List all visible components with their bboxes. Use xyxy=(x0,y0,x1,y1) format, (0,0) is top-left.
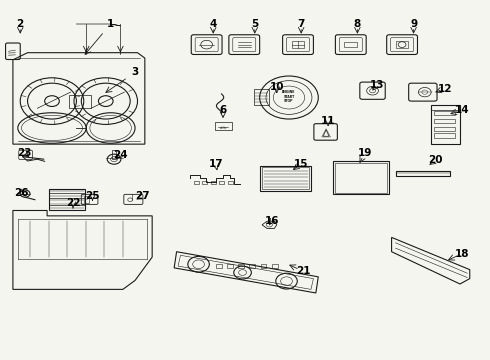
Text: 5: 5 xyxy=(251,19,258,29)
Text: 19: 19 xyxy=(358,148,372,158)
Bar xyxy=(261,264,267,268)
Text: 18: 18 xyxy=(455,248,470,258)
Bar xyxy=(333,161,389,194)
Bar xyxy=(262,167,309,189)
Bar xyxy=(434,127,455,131)
Bar xyxy=(202,181,207,184)
Text: 24: 24 xyxy=(113,150,128,160)
Bar xyxy=(396,171,450,176)
Text: 11: 11 xyxy=(321,116,335,126)
Bar xyxy=(254,89,270,105)
Text: 22: 22 xyxy=(66,198,80,208)
Bar xyxy=(344,42,357,47)
Text: 26: 26 xyxy=(14,188,28,198)
Text: 27: 27 xyxy=(135,191,150,201)
Bar xyxy=(238,264,244,268)
Bar xyxy=(396,41,409,48)
Bar xyxy=(112,150,116,159)
Bar xyxy=(69,95,91,108)
Bar xyxy=(216,264,221,268)
Bar xyxy=(249,264,255,268)
Text: 2: 2 xyxy=(17,19,24,29)
Bar xyxy=(228,181,233,184)
Text: 1: 1 xyxy=(107,19,114,29)
Text: dolts: dolts xyxy=(220,126,227,130)
Text: 25: 25 xyxy=(85,191,100,201)
Bar xyxy=(431,105,460,144)
Text: 9: 9 xyxy=(410,19,417,29)
Text: 20: 20 xyxy=(428,155,443,165)
Text: 21: 21 xyxy=(296,266,311,276)
Text: 23: 23 xyxy=(17,148,31,158)
Text: 7: 7 xyxy=(297,19,305,29)
Bar xyxy=(434,111,455,116)
Text: STOP: STOP xyxy=(284,99,294,103)
Text: ENGINE: ENGINE xyxy=(282,90,296,94)
Bar xyxy=(292,41,304,48)
Bar xyxy=(220,181,224,184)
Bar xyxy=(227,264,233,268)
Bar xyxy=(434,134,455,138)
Bar xyxy=(260,166,311,191)
Bar xyxy=(211,181,216,184)
Text: 12: 12 xyxy=(438,84,453,94)
Text: 13: 13 xyxy=(369,80,384,90)
Bar xyxy=(335,163,387,193)
Text: 14: 14 xyxy=(455,105,470,115)
Text: 15: 15 xyxy=(294,159,308,169)
Text: 16: 16 xyxy=(265,216,279,226)
Text: START: START xyxy=(283,95,294,99)
Bar xyxy=(194,181,198,184)
Bar xyxy=(49,189,85,211)
Text: 10: 10 xyxy=(270,82,284,92)
Text: 6: 6 xyxy=(220,105,227,115)
Bar xyxy=(434,119,455,123)
Text: 4: 4 xyxy=(210,19,217,29)
Text: 17: 17 xyxy=(208,159,223,169)
Text: 8: 8 xyxy=(354,19,361,29)
Bar xyxy=(84,196,89,203)
Bar xyxy=(215,122,232,130)
Text: 3: 3 xyxy=(131,67,139,77)
Bar xyxy=(272,264,278,268)
